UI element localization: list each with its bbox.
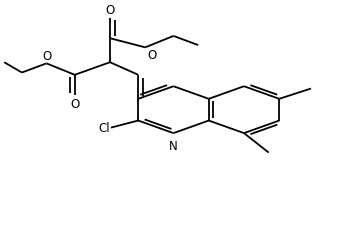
Text: O: O [147,49,156,62]
Text: N: N [169,139,178,152]
Text: O: O [42,50,52,63]
Text: Cl: Cl [98,121,110,134]
Text: O: O [105,4,115,17]
Text: O: O [70,98,79,111]
